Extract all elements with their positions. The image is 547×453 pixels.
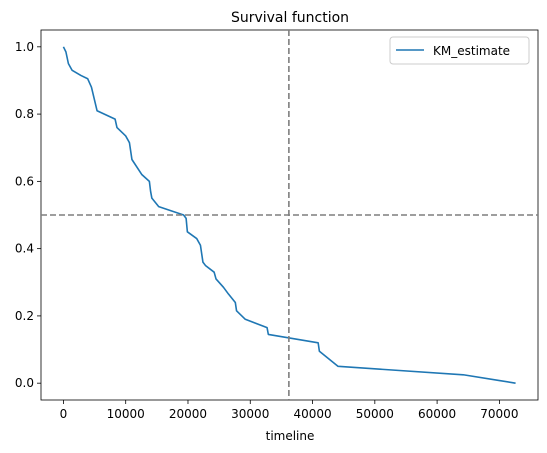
y-tick-label-5: 1.0	[15, 40, 34, 54]
chart-title: Survival function	[231, 10, 349, 26]
legend-label-km-estimate: KM_estimate	[433, 44, 510, 58]
y-tick-label-1: 0.2	[15, 309, 34, 323]
x-tick-label-5: 50000	[356, 407, 394, 421]
x-tick-label-0: 0	[60, 407, 68, 421]
x-tick-label-7: 70000	[480, 407, 518, 421]
y-tick-label-4: 0.8	[15, 107, 34, 121]
plot-area: 0 10000 20000 30000 40000 50000 60000 70000 0.0 0…	[15, 29, 539, 421]
x-axis-label: timeline	[266, 429, 315, 443]
x-tick-label-6: 60000	[418, 407, 456, 421]
legend: KM_estimate	[389, 36, 530, 65]
x-tick-label-2: 20000	[169, 407, 207, 421]
y-tick-label-0: 0.0	[15, 376, 34, 390]
y-tick-label-3: 0.6	[15, 174, 34, 188]
series-line-km-estimate	[62, 46, 516, 384]
y-tick-label-2: 0.4	[15, 242, 34, 256]
x-tick-label-4: 40000	[293, 407, 331, 421]
legend-box	[389, 36, 530, 65]
x-tick-label-3: 30000	[231, 407, 269, 421]
x-tick-label-1: 10000	[107, 407, 145, 421]
